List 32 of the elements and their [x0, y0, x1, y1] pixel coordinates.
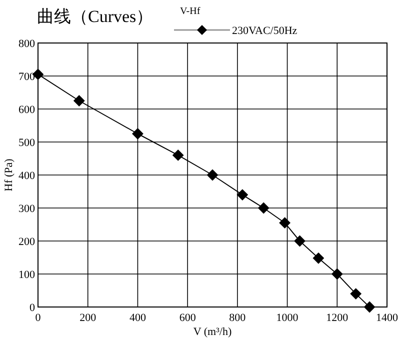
- x-tick-label: 1200: [326, 312, 349, 324]
- y-tick-label: 600: [18, 104, 36, 116]
- chart-title: 曲线（Curves）: [37, 7, 154, 26]
- y-tick-label: 300: [18, 203, 36, 215]
- point: [258, 202, 270, 214]
- legend-label: 230VAC/50Hz: [232, 25, 298, 37]
- y-tick-label: 400: [18, 170, 36, 182]
- y-tick-label: 100: [18, 269, 36, 281]
- x-tick-label: 200: [80, 312, 97, 324]
- legend-title: V-Hf: [180, 6, 201, 17]
- x-tick-label: 1400: [376, 312, 398, 324]
- y-tick-label: 800: [18, 38, 36, 50]
- x-tick-label: 400: [129, 312, 146, 324]
- point: [279, 217, 290, 228]
- point: [364, 302, 376, 312]
- point: [236, 189, 248, 200]
- x-tick-label: 1000: [276, 312, 299, 324]
- y-tick-label: 0: [30, 302, 36, 314]
- x-tick-label: 600: [179, 312, 196, 324]
- y-axis-title: Hf (Pa): [3, 158, 15, 192]
- x-axis-title: V (m³/h): [193, 326, 232, 338]
- x-tick-label: 800: [229, 312, 246, 324]
- y-tick-label: 200: [18, 236, 36, 248]
- point: [332, 268, 343, 280]
- y-tick-label: 500: [18, 137, 36, 149]
- point: [207, 170, 218, 180]
- point: [74, 95, 85, 106]
- point: [294, 236, 306, 246]
- point: [172, 150, 184, 161]
- point: [312, 252, 324, 264]
- point: [132, 128, 144, 140]
- point: [350, 288, 362, 300]
